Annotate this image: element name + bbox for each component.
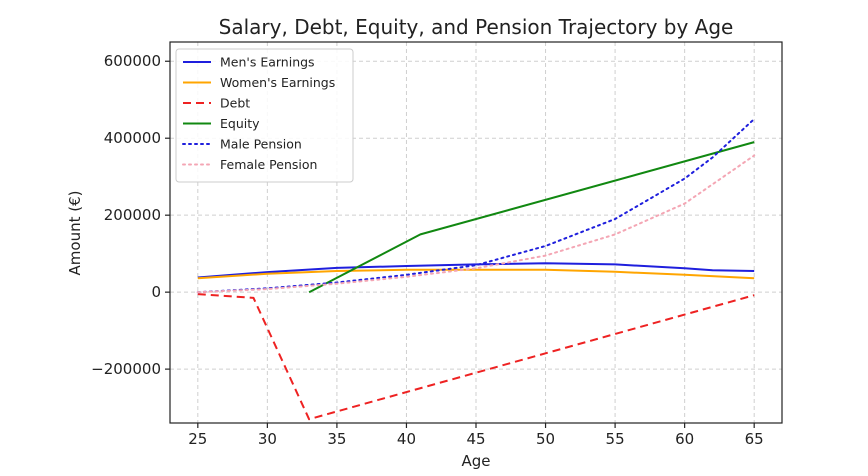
y-tick-label: 200000 [104, 206, 161, 224]
legend-label-female-pension: Female Pension [220, 157, 317, 172]
x-tick-label: 55 [606, 430, 625, 448]
legend-label-equity: Equity [220, 116, 260, 131]
legend-label-women-s-earnings: Women's Earnings [220, 75, 335, 90]
series-line-male-pension [196, 118, 756, 294]
x-tick-label: 50 [536, 430, 555, 448]
series-lines [196, 118, 756, 421]
legend-label-men-s-earnings: Men's Earnings [220, 55, 315, 70]
legend-box [175, 48, 354, 183]
series-line-female-pension [196, 154, 756, 294]
legend-label-debt: Debt [220, 96, 250, 111]
y-axis-label: Amount (€) [66, 191, 84, 276]
series-line-women-s-earnings [197, 268, 755, 280]
series-line-debt [197, 293, 755, 421]
legend: Men's Earnings Women's Earnings Debt Equity… [175, 48, 354, 183]
y-tick-label: 600000 [104, 52, 161, 70]
x-tick-label: 35 [327, 430, 346, 448]
x-tick-label: 65 [745, 430, 764, 448]
legend-label-male-pension: Male Pension [220, 137, 302, 152]
y-tick-label: 0 [151, 283, 161, 301]
y-tick-label: 400000 [104, 129, 161, 147]
x-tick-label: 45 [466, 430, 485, 448]
x-axis-label: Age [461, 452, 490, 470]
series-line-equity [308, 141, 755, 294]
chart-title: Salary, Debt, Equity, and Pension Trajec… [219, 15, 734, 39]
x-tick-label: 60 [675, 430, 694, 448]
axes: 25 30 35 40 45 50 55 60 65 −200000 0 200000 400000 60… [91, 41, 783, 448]
x-tick-label: 25 [188, 430, 207, 448]
series-line-men-s-earnings [197, 262, 755, 279]
x-tick-label: 40 [397, 430, 416, 448]
x-tick-label: 30 [258, 430, 277, 448]
y-tick-label: −200000 [91, 360, 161, 378]
